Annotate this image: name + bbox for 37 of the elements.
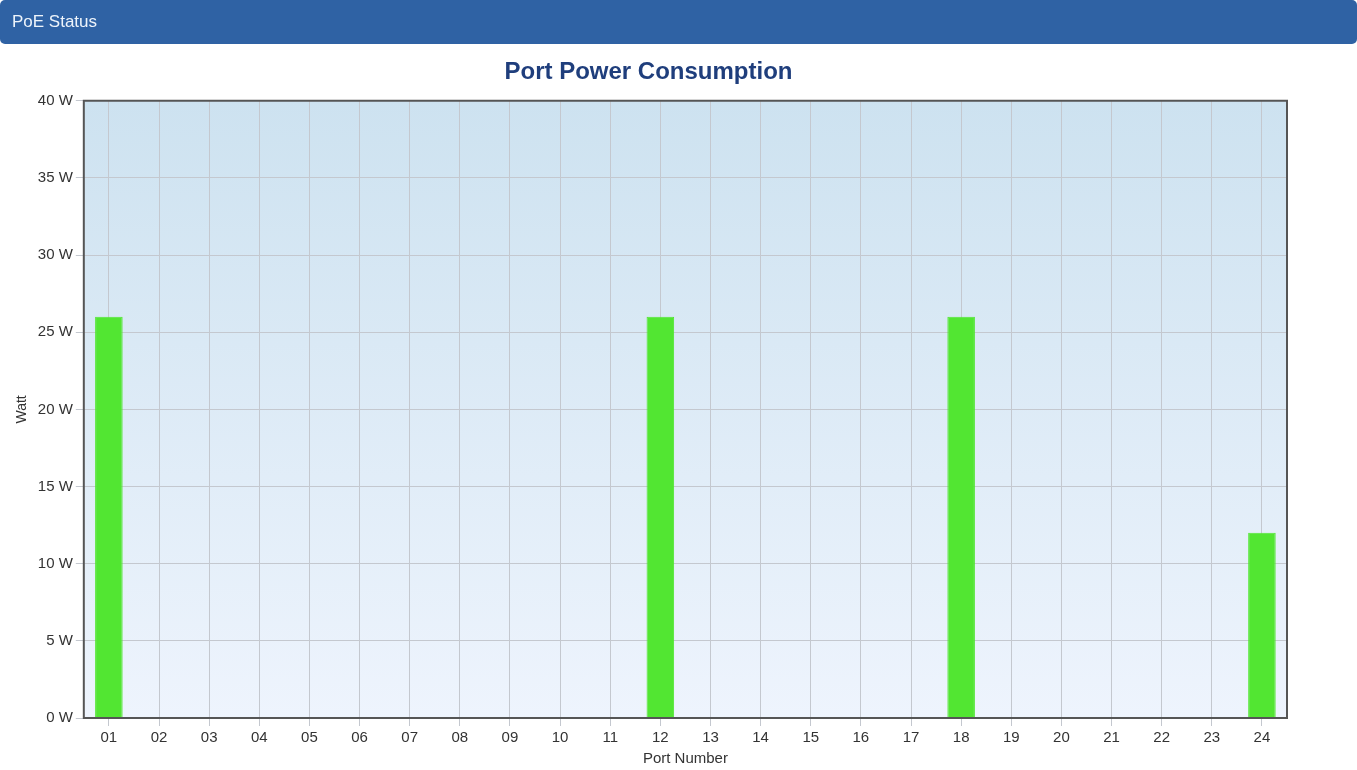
x-tick-label: 24 (1253, 728, 1271, 746)
x-tick-label: 16 (852, 728, 870, 746)
y-tick-label: 0 W (46, 708, 74, 726)
x-tick-label: 08 (451, 728, 469, 746)
x-tick-label: 13 (702, 728, 719, 746)
y-tick-label: 5 W (46, 630, 74, 648)
x-tick-label: 01 (100, 728, 118, 746)
x-axis-title: Port Number (642, 749, 728, 767)
x-tick-label: 05 (301, 728, 318, 746)
y-axis-title: Watt (13, 395, 30, 424)
x-tick-label: 22 (1153, 728, 1171, 746)
x-tick-label: 07 (401, 728, 419, 746)
y-tick-label: 20 W (37, 399, 74, 417)
x-tick-label: 02 (150, 728, 168, 746)
x-tick-label: 23 (1203, 728, 1221, 746)
chart-title: Port Power Consumption (504, 57, 793, 85)
x-tick-label: 21 (1103, 728, 1120, 746)
x-tick-label: 19 (1002, 728, 1020, 746)
y-tick-label: 30 W (37, 245, 74, 263)
x-tick-label: 18 (952, 728, 970, 746)
y-tick-label: 10 W (37, 553, 74, 571)
y-tick-label: 25 W (37, 322, 74, 340)
x-tick-label: 17 (902, 728, 920, 746)
chart-subtitle: PoE Status (0, 0, 1357, 44)
y-tick-label: 35 W (37, 168, 74, 186)
y-tick-label: 40 W (37, 90, 74, 108)
x-tick-label: 03 (200, 728, 218, 746)
x-tick-label: 06 (351, 728, 368, 746)
y-tick-label: 15 W (37, 476, 74, 494)
x-tick-label: 11 (602, 728, 618, 746)
x-tick-label: 09 (501, 728, 519, 746)
x-tick-label: 20 (1053, 728, 1070, 746)
x-tick-label: 04 (250, 728, 268, 746)
x-tick-label: 14 (752, 728, 769, 746)
x-tick-label: 10 (551, 728, 569, 746)
x-tick-label: 12 (651, 728, 669, 746)
x-tick-label: 15 (802, 728, 820, 746)
